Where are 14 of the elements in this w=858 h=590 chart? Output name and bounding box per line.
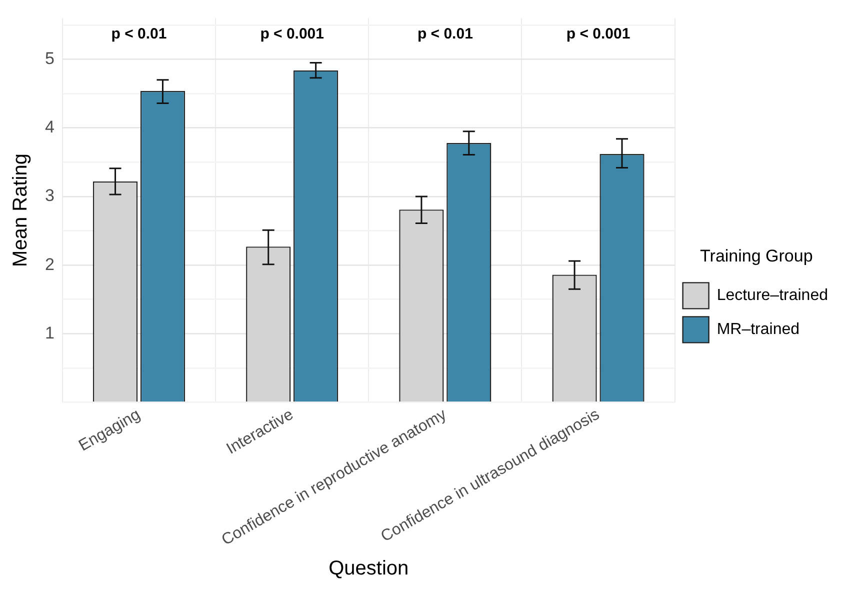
- annotation: p < 0.01: [417, 25, 473, 42]
- y-tick-label: 1: [44, 323, 54, 342]
- y-tick-label: 3: [44, 186, 54, 206]
- y-tick-label: 4: [44, 118, 54, 137]
- legend-title: Training Group: [700, 246, 813, 266]
- annotation: p < 0.001: [566, 25, 630, 42]
- annotation: p < 0.01: [111, 25, 167, 42]
- legend-label: Lecture–trained: [716, 287, 828, 304]
- y-tick-label: 2: [44, 254, 54, 274]
- x-axis-title: Question: [328, 558, 409, 580]
- annotation: p < 0.001: [260, 25, 324, 42]
- y-axis-title: Mean Rating: [10, 154, 32, 267]
- y-tick-label: 5: [44, 49, 54, 68]
- legend-label: MR–trained: [716, 321, 800, 338]
